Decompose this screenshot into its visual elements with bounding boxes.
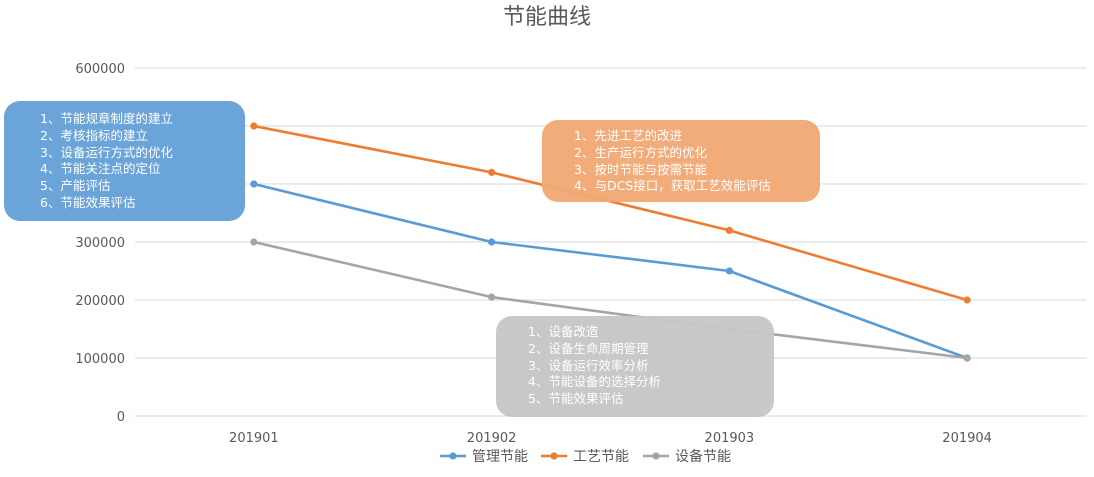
annotation-line: 6、节能效果评估 [40, 194, 136, 210]
annotation-line: 2、设备生命周期管理 [528, 340, 649, 356]
process-annotation-box: 1、先进工艺的改进 2、生产运行方式的优化 3、按时节能与按需节能 4、与DCS… [542, 120, 820, 202]
data-point [250, 122, 258, 130]
annotation-line: 4、与DCS接口，获取工艺效能评估 [574, 178, 771, 194]
annotation-line: 1、设备改造 [528, 324, 599, 339]
y-tick-label: 300000 [75, 236, 125, 251]
data-point [250, 180, 258, 188]
x-tick-label: 201902 [467, 431, 517, 446]
legend-label: 管理节能 [472, 449, 528, 465]
equipment-annotation-box: 1、设备改造 2、设备生命周期管理 3、设备运行效率分析 4、节能设备的选择分析… [496, 316, 774, 417]
annotation-line: 5、产能评估 [40, 178, 111, 194]
legend-label: 设备节能 [675, 448, 731, 465]
legend-marker [449, 452, 457, 460]
data-point [488, 168, 496, 176]
annotation-line: 4、节能关注点的定位 [40, 161, 161, 177]
y-tick-label: 600000 [75, 62, 125, 77]
data-point [250, 238, 258, 246]
management-annotation-box: 1、节能规章制度的建立 2、考核指标的建立 3、设备运行方式的优化 4、节能关注… [4, 101, 245, 221]
data-point [488, 293, 496, 301]
x-tick-label: 201903 [705, 431, 755, 446]
annotation-line: 2、生产运行方式的优化 [574, 144, 707, 160]
annotation-line: 3、设备运行效率分析 [528, 357, 649, 373]
data-point [488, 238, 496, 246]
legend-marker [550, 452, 558, 460]
data-point [963, 354, 971, 362]
annotation-line: 4、节能设备的选择分析 [528, 374, 661, 390]
annotation-line: 1、节能规章制度的建立 [40, 111, 173, 126]
data-point [963, 296, 971, 304]
legend-marker [652, 452, 660, 460]
series-line [252, 240, 969, 360]
legend-label: 工艺节能 [573, 449, 629, 465]
annotation-line: 3、设备运行方式的优化 [40, 144, 173, 160]
y-tick-label: 0 [117, 410, 125, 425]
annotation-line: 5、节能效果评估 [528, 391, 624, 407]
x-tick-label: 201904 [942, 431, 992, 446]
x-tick-label: 201901 [229, 431, 279, 446]
y-tick-label: 200000 [75, 294, 125, 309]
chart-title: 节能曲线 [503, 5, 591, 30]
data-point [725, 267, 733, 275]
annotation-line: 2、考核指标的建立 [40, 127, 148, 143]
y-tick-label: 100000 [75, 352, 125, 367]
series-line [252, 182, 969, 360]
annotation-line: 3、按时节能与按需节能 [574, 161, 707, 177]
data-point [725, 226, 733, 234]
annotation-line: 1、先进工艺的改进 [574, 128, 682, 143]
